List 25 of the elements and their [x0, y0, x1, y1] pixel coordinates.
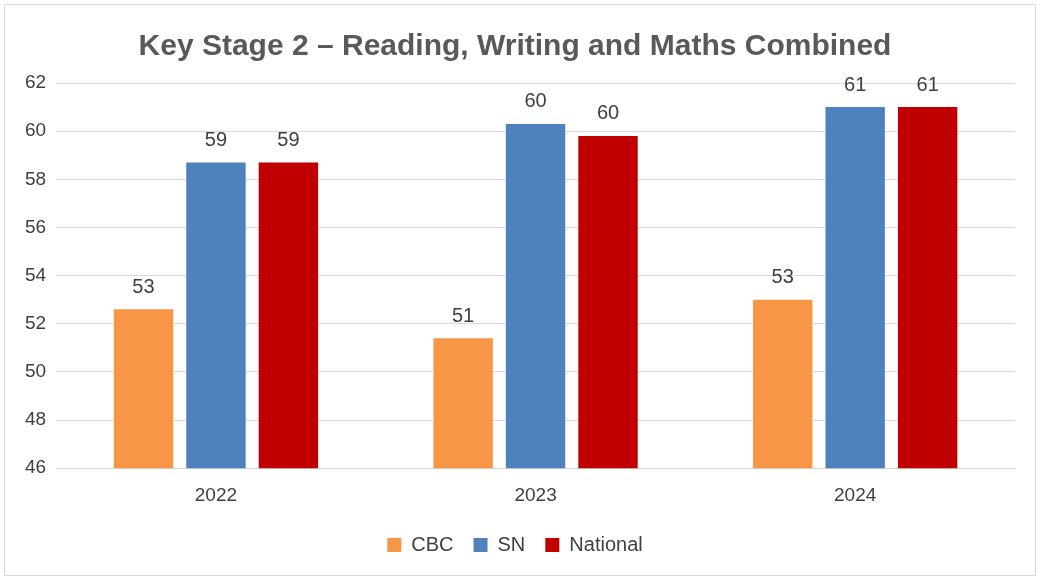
chart-title: Key Stage 2 – Reading, Writing and Maths Combined	[138, 28, 892, 62]
data-label: 60	[596, 101, 620, 124]
y-tick-label: 56	[24, 215, 47, 237]
legend-label: CBC	[411, 532, 454, 555]
data-label: 51	[451, 303, 475, 326]
data-label: 61	[844, 72, 867, 95]
y-tick-label: 58	[24, 167, 47, 189]
y-tick-label: 48	[24, 408, 47, 430]
x-tick-label: 2022	[194, 483, 238, 505]
x-tick-label: 2023	[514, 483, 557, 505]
y-tick-label: 60	[24, 119, 47, 141]
data-label: 59	[204, 127, 228, 150]
legend-label: SN	[497, 532, 526, 555]
y-tick-label: 62	[24, 71, 47, 93]
data-label: 59	[277, 127, 300, 150]
y-tick-label: 52	[24, 311, 47, 333]
legend-label: National	[569, 532, 643, 555]
y-tick-label: 54	[24, 263, 47, 285]
y-tick-label: 50	[24, 360, 47, 382]
x-tick-label: 2024	[834, 483, 877, 505]
data-label: 53	[771, 265, 794, 288]
y-tick-label: 46	[24, 456, 47, 478]
data-label: 61	[916, 72, 939, 95]
data-label: 53	[132, 274, 155, 297]
data-label: 60	[524, 89, 547, 112]
